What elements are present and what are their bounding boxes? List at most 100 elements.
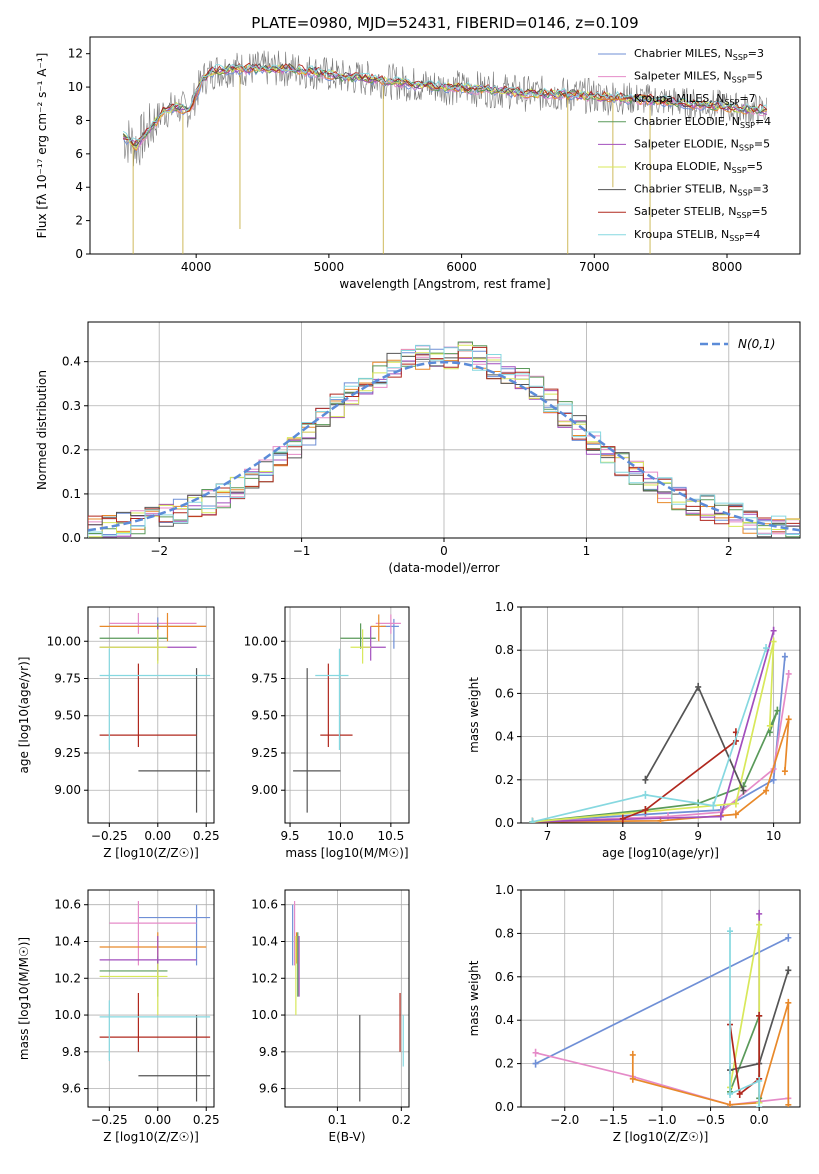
model-line [122,63,767,150]
data-point [756,1076,763,1085]
age_vs_Z-axes [84,606,215,827]
data-point [785,715,792,724]
y-tick-label: 0.4 [62,355,81,369]
y-tick-label: 0.4 [495,730,514,744]
data-point [756,909,763,918]
y-tick-label: 2 [75,214,83,228]
x-tick-label: 10.5 [377,829,404,843]
data-point [732,810,739,819]
x-tick-label: 1 [583,544,591,558]
data-point [629,1074,636,1083]
histogram-step [88,344,800,538]
data-point [785,933,792,942]
x-axis-label: mass [log10(M/M☉)] [285,846,408,860]
x-tick-label: 0.0 [750,1113,769,1127]
x-tick-label: −2 [150,544,168,558]
x-axis-label: Z [log10(Z/Z☉)] [613,1130,709,1144]
y-tick-label: 10.00 [47,634,81,648]
data-point [740,786,747,795]
y-tick-label: 9.00 [251,783,278,797]
data-point [529,817,536,823]
data-point [727,1100,734,1107]
data-point [717,812,724,821]
series-line [729,924,761,1103]
legend-entry: N(0,1) [738,337,775,351]
data-point [756,1011,763,1020]
legend-entry: Salpeter ELODIE, NSSP=5 [634,137,770,152]
model-line [122,63,767,143]
y-tick-label: 0.0 [495,1100,514,1114]
y-tick-label: 10 [68,80,83,94]
x-tick-label: 4000 [181,260,212,274]
series-line [532,630,775,823]
y-tick-label: 10.4 [251,934,278,948]
x-axis-label: Z [log10(Z/Z☉)] [103,1130,199,1144]
y-tick-label: 9.75 [54,672,81,686]
x-tick-label: 8 [619,829,627,843]
x-tick-label: 6000 [446,260,477,274]
y-tick-label: 4 [75,180,83,194]
legend-entry: Kroupa MILES, NSSP=7 [634,92,756,107]
mass_vs_Z-points [99,901,211,1102]
y-axis-label: mass weight [467,677,481,753]
y-tick-label: 9.8 [259,1045,278,1059]
data-point [642,790,649,799]
axes-frame [89,36,801,255]
legend-entry: Chabrier ELODIE, NSSP=4 [634,115,771,130]
x-tick-label: −1.5 [599,1113,628,1127]
x-tick-label: −1 [293,544,311,558]
x-tick-label: −2.0 [550,1113,579,1127]
axes-frame [87,606,215,824]
x-tick-label: −1.0 [647,1113,676,1127]
axes-frame [87,889,215,1108]
x-axis-label: (data-model)/error [388,561,499,575]
y-tick-label: 0.6 [495,686,514,700]
x-tick-label: 0.2 [392,1113,411,1127]
data-point [774,706,781,715]
y-tick-label: 10.4 [54,934,81,948]
x-tick-label: 0.25 [193,829,220,843]
axes-frame [87,321,801,539]
x-axis-label: E(B-V) [328,1130,365,1144]
age_vs_mass-axes [281,606,410,827]
y-tick-label: 10.0 [54,1008,81,1022]
x-axis-label: age [log10(age/yr)] [602,846,719,860]
spectrum-axes [86,36,801,258]
data-point [770,637,777,646]
data-point [785,966,792,975]
y-tick-label: 9.25 [54,746,81,760]
y-tick-label: 12 [68,47,83,61]
y-tick-label: 9.50 [54,709,81,723]
series-line [729,931,761,1107]
legend-entry: Kroupa STELIB, NSSP=4 [634,228,760,243]
y-tick-label: 0.3 [62,399,81,413]
data-point [781,767,788,776]
y-tick-label: 9.8 [62,1045,81,1059]
mass_vs_EBV-axes [281,889,410,1111]
y-tick-label: 0.2 [62,443,81,457]
series-line [532,647,767,823]
x-tick-label: 9.5 [280,829,299,843]
legend-entry: Chabrier MILES, NSSP=3 [634,47,764,62]
x-tick-label: 0.25 [193,1113,220,1127]
data-point [727,1089,734,1098]
x-tick-label: 2 [725,544,733,558]
axes-frame [284,889,410,1108]
residuals-axes [84,321,801,542]
x-tick-label: 7000 [579,260,610,274]
y-tick-label: 9.6 [62,1082,81,1096]
series-line [729,1015,761,1096]
mass_weight_vs_age-axes [517,606,801,827]
y-tick-label: 0.4 [495,1013,514,1027]
axes-frame [284,606,410,824]
y-tick-label: 8 [75,113,83,127]
series-line [532,719,790,823]
data-point [763,786,770,795]
age_vs_mass-points [293,614,401,813]
age_vs_Z-points [99,612,211,813]
axes-frame [520,606,801,824]
data-point [766,721,773,730]
data-point [736,1089,743,1098]
y-tick-label: 6 [75,147,83,161]
